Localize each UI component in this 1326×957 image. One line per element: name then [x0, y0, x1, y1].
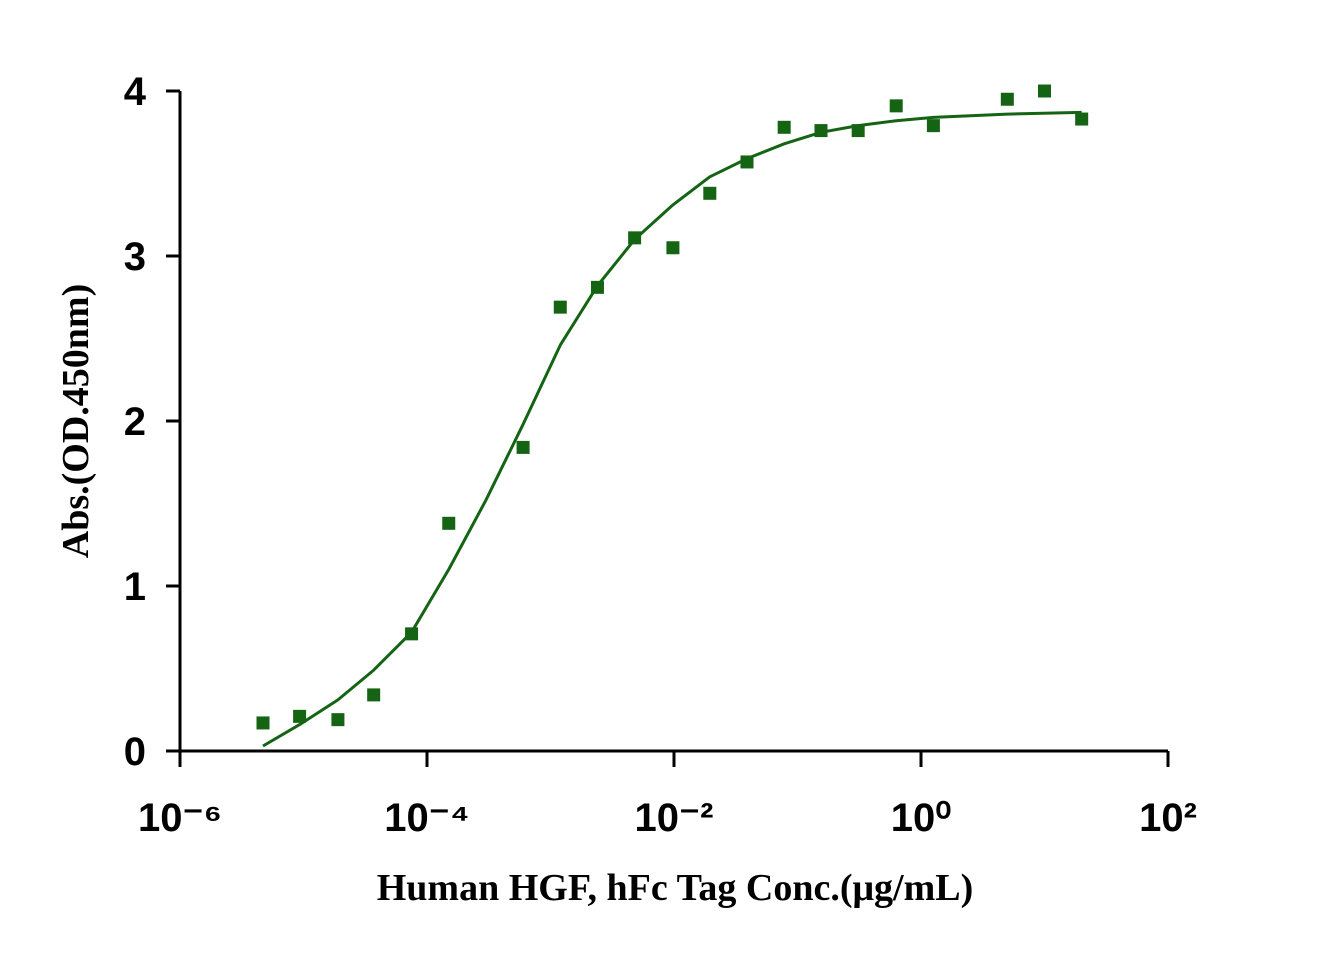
y-axis-title: Abs.(OD.450nm)	[55, 284, 97, 558]
data-point	[1075, 112, 1089, 126]
fit-curve	[262, 110, 1082, 748]
y-tick-label: 3	[124, 235, 146, 279]
data-point	[777, 120, 791, 134]
data-point	[1000, 92, 1014, 106]
data-point	[516, 440, 530, 454]
data-point	[590, 280, 604, 294]
data-point	[926, 119, 940, 133]
y-tick-label: 4	[124, 70, 147, 114]
y-tick-label: 1	[124, 565, 146, 609]
y-tick-label: 2	[124, 400, 146, 444]
x-tick-label: 10⁻⁴	[384, 796, 469, 840]
data-point	[1038, 84, 1051, 98]
data-point	[666, 241, 680, 255]
data-point	[405, 627, 419, 641]
data-point	[851, 124, 865, 138]
data-point	[331, 713, 345, 727]
data-point	[814, 124, 828, 138]
data-point	[889, 99, 903, 113]
y-tick-label: 0	[124, 730, 146, 774]
data-point	[703, 186, 717, 200]
x-tick-label: 10⁰	[891, 796, 952, 840]
data-point	[367, 688, 381, 702]
data-point	[293, 709, 307, 723]
data-point	[628, 231, 642, 245]
x-tick-label: 10²	[1139, 796, 1197, 840]
x-tick-label: 10⁻⁶	[138, 796, 222, 840]
x-tick-label: 10⁻²	[635, 796, 714, 840]
data-point	[442, 516, 456, 530]
data-point	[553, 300, 567, 314]
data-point	[256, 716, 270, 730]
x-axis-title: Human HGF, hFc Tag Conc.(μg/mL)	[377, 867, 974, 909]
data-point	[740, 155, 754, 169]
